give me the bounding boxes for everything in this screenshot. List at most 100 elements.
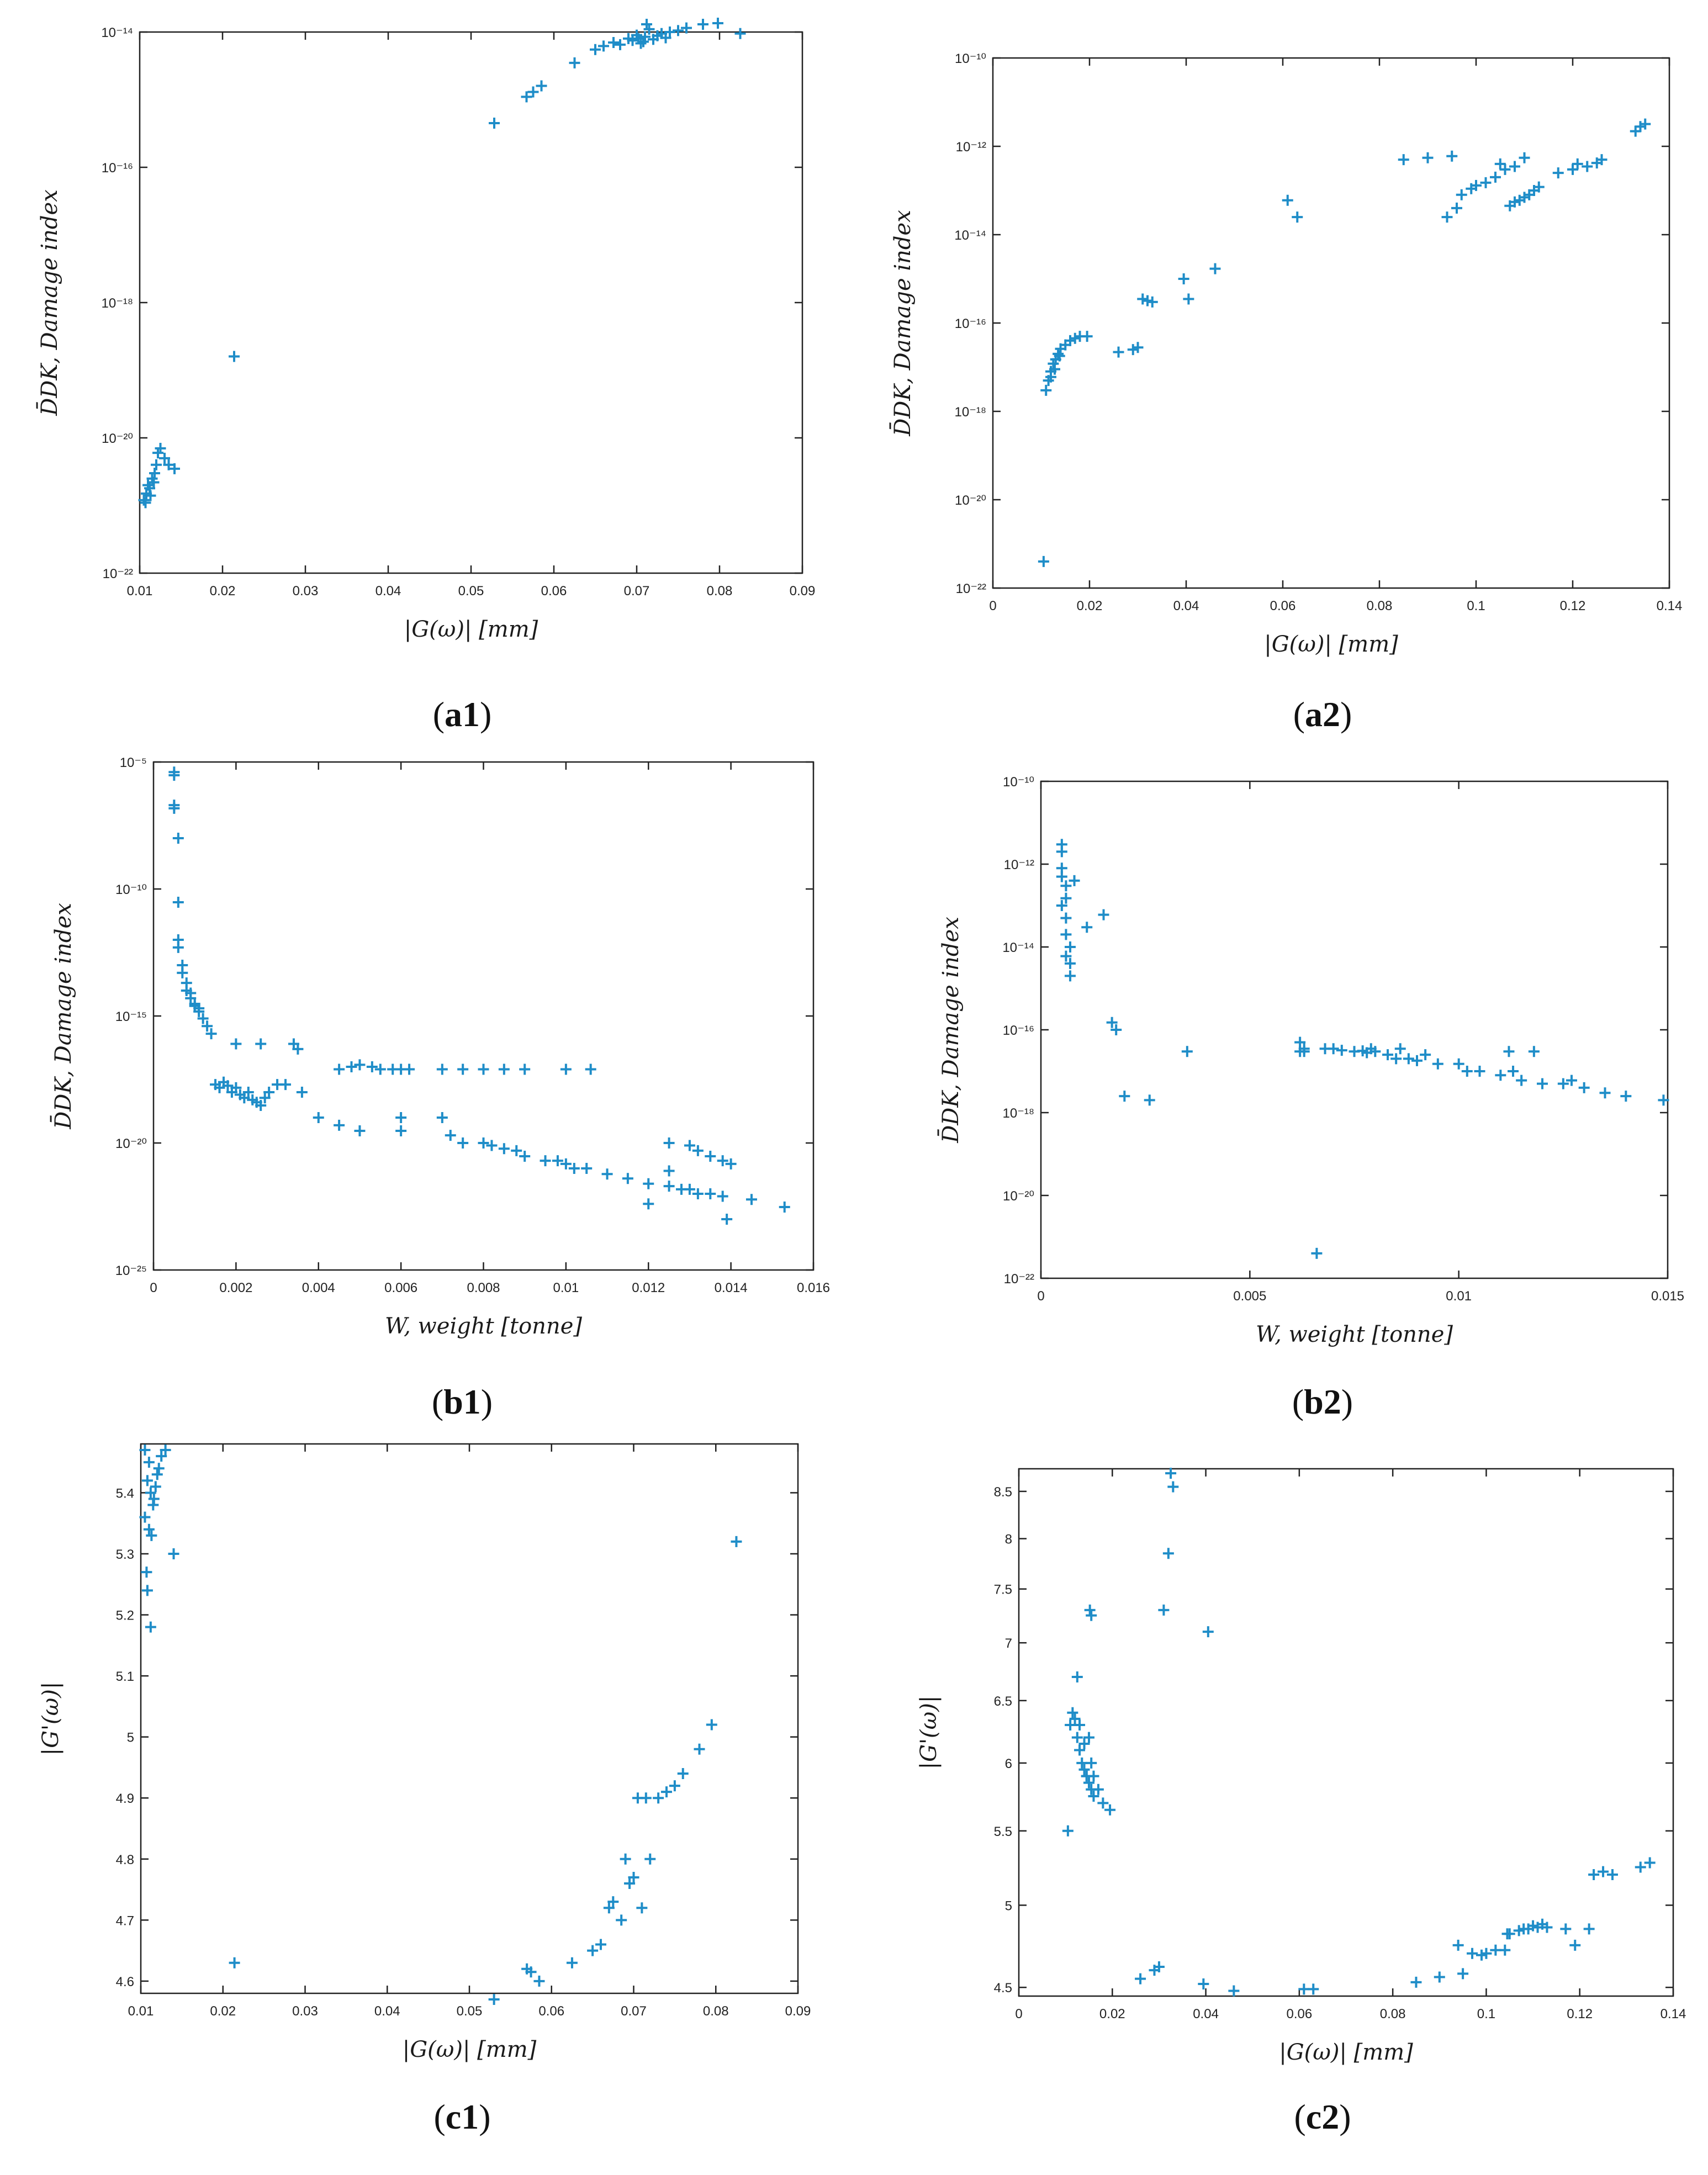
data-point-a2 xyxy=(1509,196,1520,208)
data-point-c1 xyxy=(661,1786,672,1798)
x-tick-label-c2: 0.14 xyxy=(1661,2007,1686,2021)
x-tick-label-b2: 0.01 xyxy=(1446,1289,1472,1304)
data-point-c1 xyxy=(694,1743,705,1755)
x-tick-label-c2: 0.04 xyxy=(1193,2007,1219,2021)
x-tick-label-a1: 0.02 xyxy=(210,584,236,599)
data-point-b1 xyxy=(334,1119,345,1131)
data-point-a2 xyxy=(1065,335,1076,346)
data-point-b1 xyxy=(172,897,184,908)
panel-caption-label-a1: a1 xyxy=(445,695,480,734)
data-point-b1 xyxy=(292,1043,304,1055)
data-point-a1 xyxy=(641,19,652,30)
x-tick-label-c1: 0.05 xyxy=(457,2004,483,2019)
data-point-c1 xyxy=(587,1945,599,1956)
data-point-b1 xyxy=(242,1087,254,1098)
data-point-c2 xyxy=(1097,1797,1109,1809)
data-point-c2 xyxy=(1308,1983,1319,1995)
data-point-c1 xyxy=(139,1511,151,1523)
data-point-b1 xyxy=(560,1063,572,1075)
x-tick-label-c2: 0.08 xyxy=(1380,2007,1406,2021)
y-tick-label-b1: 10⁻⁵ xyxy=(120,755,147,770)
data-point-b1 xyxy=(560,1158,572,1169)
data-point-b1 xyxy=(519,1151,531,1162)
data-point-b1 xyxy=(721,1214,733,1225)
data-point-c1 xyxy=(731,1536,742,1547)
x-tick-label-a1: 0.09 xyxy=(790,584,816,599)
y-tick-label-c2: 7.5 xyxy=(994,1583,1012,1597)
data-point-b2 xyxy=(1474,1066,1485,1077)
data-point-b2 xyxy=(1056,862,1067,874)
panel-caption-a1: (a1) xyxy=(433,695,492,734)
plot-frame-b2 xyxy=(1040,780,1669,1279)
data-point-b2 xyxy=(1394,1043,1406,1055)
x-tick-label-a1: 0.08 xyxy=(707,584,733,599)
data-point-c1 xyxy=(160,1444,171,1456)
data-point-b2 xyxy=(1620,1091,1632,1102)
data-point-a2 xyxy=(1081,331,1093,342)
panel-caption-a2: (a2) xyxy=(1293,695,1352,734)
data-point-c2 xyxy=(1083,1732,1094,1743)
x-tick-label-b2: 0.015 xyxy=(1651,1289,1684,1304)
data-point-c1 xyxy=(636,1902,648,1914)
data-point-b1 xyxy=(197,1013,209,1024)
data-point-a1 xyxy=(148,477,160,488)
y-axis-label-b2: D̄DK, Damage index xyxy=(938,917,964,1144)
y-tick-label-a2: 10⁻¹⁶ xyxy=(955,316,986,331)
data-point-b2 xyxy=(1658,1094,1669,1106)
data-point-a2 xyxy=(1640,118,1651,130)
y-tick-label-a2: 10⁻¹² xyxy=(956,140,986,155)
y-tick-label-c2: 5.5 xyxy=(994,1824,1012,1839)
data-point-b1 xyxy=(202,1020,213,1032)
y-tick-label-c1: 5.1 xyxy=(116,1669,134,1684)
data-point-c2 xyxy=(1084,1604,1096,1616)
data-point-b1 xyxy=(643,1178,654,1189)
data-point-c1 xyxy=(151,1469,163,1480)
data-point-c2 xyxy=(1541,1922,1553,1933)
y-tick-label-a2: 10⁻¹⁰ xyxy=(955,51,986,66)
data-point-a2 xyxy=(1552,167,1564,179)
data-point-c1 xyxy=(139,1444,151,1456)
data-point-c1 xyxy=(566,1957,578,1968)
data-point-a2 xyxy=(1069,332,1081,344)
y-tick-label-b2: 10⁻²⁰ xyxy=(1003,1189,1034,1204)
data-point-b2 xyxy=(1064,941,1076,952)
data-point-c2 xyxy=(1202,1626,1214,1638)
data-point-a1 xyxy=(163,459,174,470)
data-point-c2 xyxy=(1078,1738,1090,1750)
plot-frame-b1 xyxy=(152,761,815,1271)
data-point-a1 xyxy=(660,32,671,44)
data-point-a2 xyxy=(1054,350,1065,362)
x-tick-label-b1: 0.008 xyxy=(467,1280,500,1295)
x-axis-label-a2: |G(ω)| [mm] xyxy=(1264,632,1398,657)
y-tick-label-b2: 10⁻¹⁶ xyxy=(1003,1023,1034,1038)
data-point-c2 xyxy=(1083,1777,1094,1788)
data-point-b1 xyxy=(177,967,188,978)
data-point-c1 xyxy=(146,1530,157,1541)
y-axis-label-a1: D̄DK, Damage index xyxy=(36,189,62,416)
data-point-b1 xyxy=(374,1063,386,1075)
x-tick-label-c2: 0.02 xyxy=(1099,2007,1125,2021)
data-point-b2 xyxy=(1064,970,1076,982)
y-tick-label-b2: 10⁻¹⁰ xyxy=(1003,775,1034,790)
data-point-b2 xyxy=(1503,1046,1515,1057)
data-point-b2 xyxy=(1537,1078,1548,1089)
x-axis-label-c2: |G(ω)| [mm] xyxy=(1279,2040,1413,2065)
data-point-a2 xyxy=(1635,121,1646,133)
x-tick-label-b1: 0.01 xyxy=(553,1280,579,1295)
data-point-a2 xyxy=(1596,154,1607,166)
data-point-a2 xyxy=(1142,295,1153,306)
y-tick-label-a2: 10⁻¹⁴ xyxy=(954,228,986,243)
data-point-a2 xyxy=(1471,179,1482,191)
y-tick-label-a2: 10⁻²⁰ xyxy=(955,493,986,508)
data-point-b2 xyxy=(1557,1078,1569,1089)
data-point-a2 xyxy=(1572,158,1583,170)
data-point-a1 xyxy=(639,31,651,43)
data-point-c1 xyxy=(168,1548,179,1559)
data-point-b1 xyxy=(436,1112,448,1123)
panel-caption-c2: (c2) xyxy=(1294,2097,1351,2136)
y-tick-label-b2: 10⁻¹² xyxy=(1004,858,1034,872)
data-point-b2 xyxy=(1056,846,1067,858)
data-point-b2 xyxy=(1365,1043,1377,1055)
data-point-a1 xyxy=(569,57,580,68)
data-point-a1 xyxy=(598,40,609,52)
